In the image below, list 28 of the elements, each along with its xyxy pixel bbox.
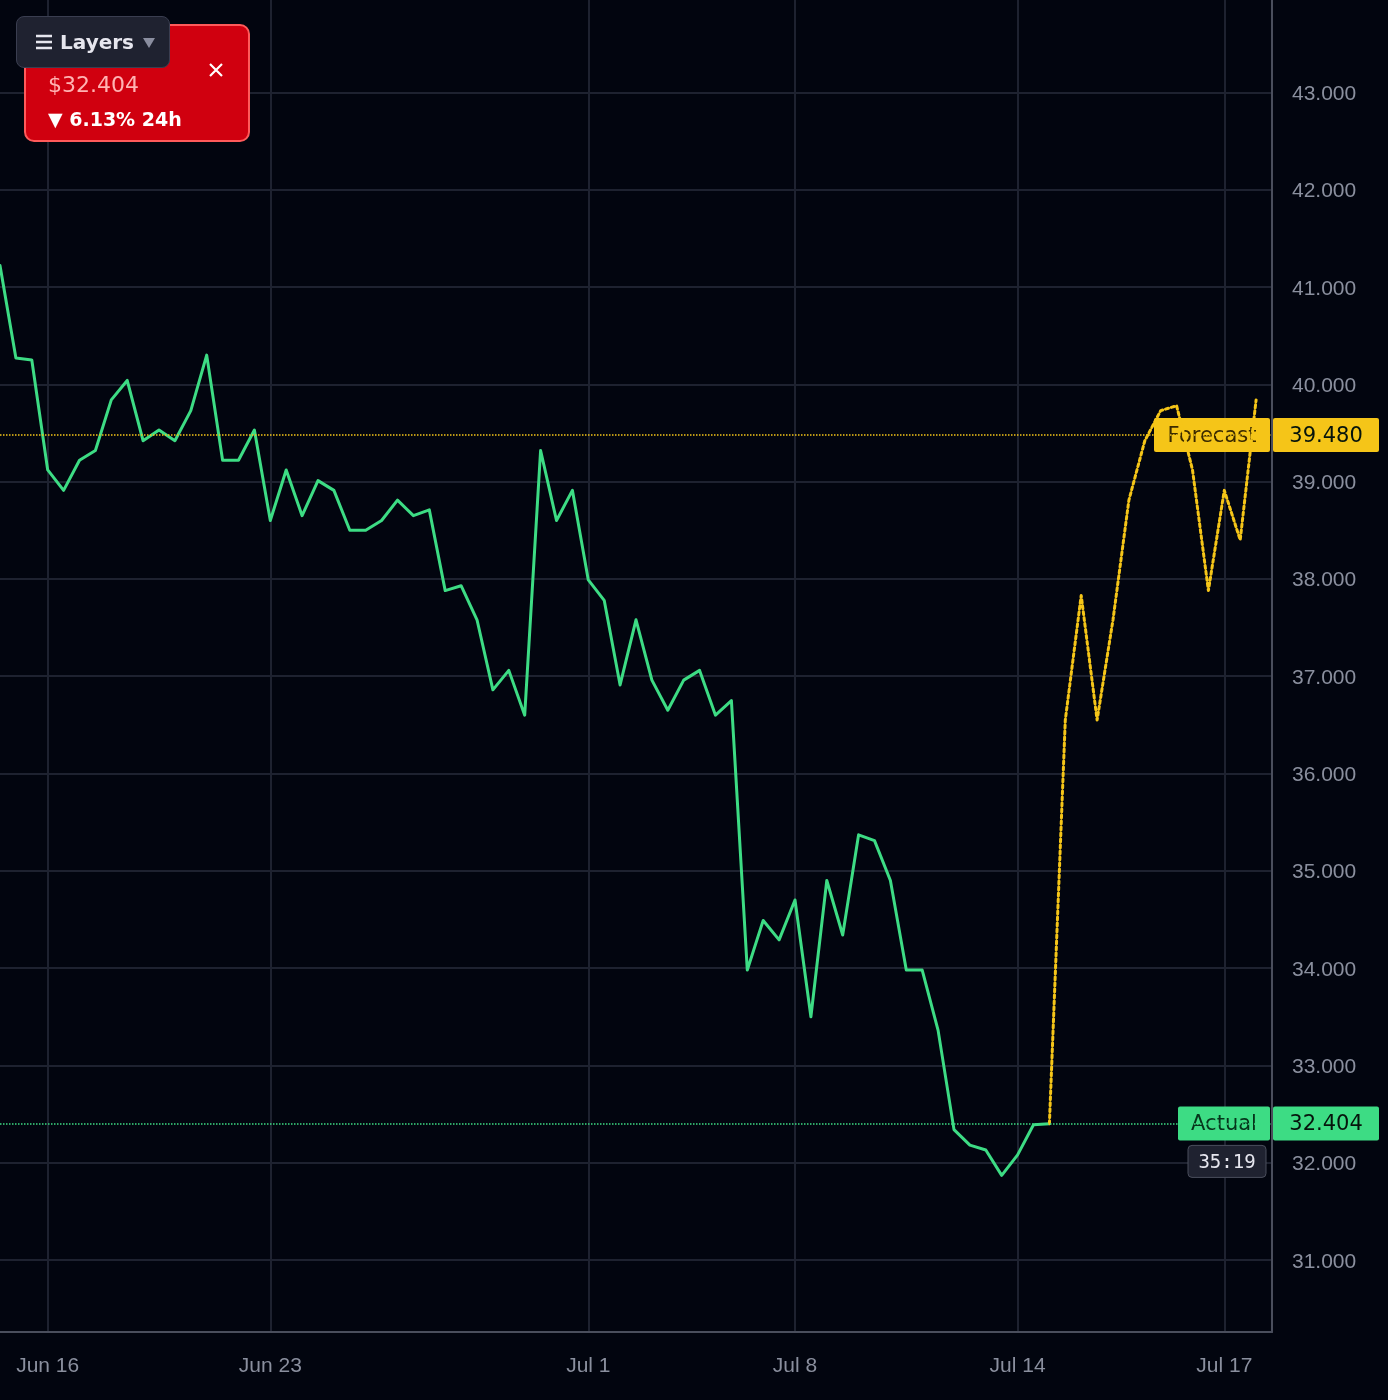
x-tick-label: Jul 8	[772, 1353, 818, 1376]
y-tick-label: 35.000	[1292, 859, 1357, 883]
x-tick-label: Jul 1	[566, 1353, 611, 1376]
y-tick-label: 39.000	[1292, 470, 1357, 494]
y-tick-label: 32.000	[1292, 1151, 1357, 1175]
y-tick-label: 37.000	[1292, 664, 1357, 688]
annotation: $32.404	[48, 72, 139, 97]
annotation: 35:19	[1198, 1150, 1256, 1173]
x-tick-label: Jun 16	[16, 1353, 80, 1376]
y-tick-label: 41.000	[1292, 275, 1357, 299]
y-tick-label: 31.000	[1292, 1248, 1357, 1272]
x-tick-label: Jul 14	[989, 1353, 1046, 1376]
ref-line-label: Actual	[1191, 1111, 1257, 1136]
y-tick-label: 36.000	[1292, 762, 1357, 786]
x-tick-label: Jun 23	[238, 1353, 302, 1376]
y-tick-label: 34.000	[1292, 956, 1357, 980]
y-tick-label: 38.000	[1292, 567, 1357, 591]
y-tick-label: 40.000	[1292, 372, 1357, 396]
ref-line-label: Forecast	[1167, 422, 1257, 447]
y-tick-label: 42.000	[1292, 178, 1357, 202]
x-tick-label: Jul 17	[1196, 1353, 1253, 1376]
text: 39.480	[1289, 422, 1363, 447]
annotation: ▼ 6.13% 24h	[48, 108, 182, 130]
y-tick-label: 33.000	[1292, 1053, 1357, 1077]
layers-button: Layers	[16, 16, 170, 68]
annotation: Layers	[60, 30, 134, 54]
text: 32.404	[1289, 1111, 1363, 1136]
y-tick-label: 43.000	[1292, 80, 1357, 104]
